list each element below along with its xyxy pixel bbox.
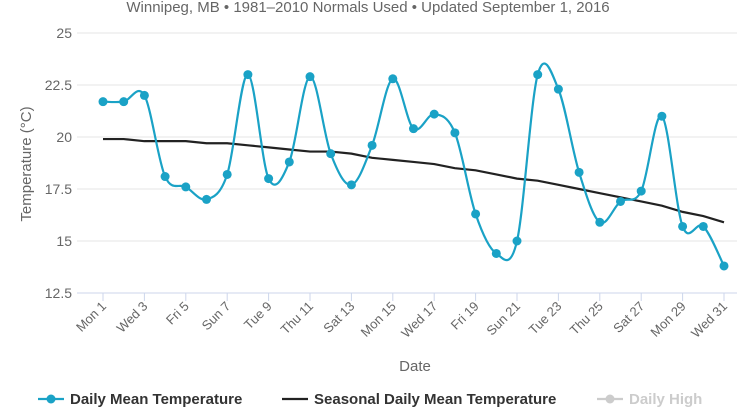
x-tick-label: Mon 29 [647,299,688,340]
legend: Daily Mean Temperature Seasonal Daily Mea… [38,391,702,408]
x-tick-label: Thu 25 [567,299,606,338]
data-point [719,261,729,271]
data-point [326,149,336,159]
x-tick-label: Wed 17 [398,299,440,341]
data-point [305,72,315,82]
data-point [678,221,688,231]
data-point [429,109,439,119]
data-point [491,248,501,258]
series-line-daily-mean [102,62,725,267]
data-point [346,180,356,190]
data-point [616,196,625,206]
x-tick-label: Mon 1 [73,299,109,335]
data-point [202,194,211,204]
grid-lines [77,32,737,294]
y-tick-label: 20 [56,129,72,145]
data-point [264,174,274,184]
data-point [139,90,149,100]
data-point [512,236,522,246]
data-point [388,74,398,84]
data-point [574,167,584,177]
x-tick-label: Sat 13 [320,299,357,336]
legend-swatch-marker [46,394,56,404]
legend-item-label: Daily High [629,391,702,408]
data-point [367,140,377,150]
x-tick-label: Sun 21 [483,299,523,339]
y-tick-label: 15 [56,233,72,249]
legend-item-label: Seasonal Daily Mean Temperature [314,391,556,408]
x-tick-label: Sun 7 [199,299,234,334]
y-tick-label: 22.5 [45,77,72,93]
legend-item-label: Daily Mean Temperature [70,391,242,408]
data-point [119,97,129,107]
y-axis-title: Temperature (°C) [18,106,35,221]
data-point [409,124,418,134]
x-axis-title: Date [399,358,431,375]
data-point [636,186,646,196]
x-tick-label: Fri 5 [163,299,192,328]
data-point [160,172,170,182]
series-line-seasonal-mean [103,137,725,224]
y-axis-ticks: 12.5 15 17.5 20 22.5 25 [45,25,72,301]
data-point [222,169,232,179]
x-tick-label: Wed 31 [688,299,730,341]
series-layer [98,62,729,271]
chart-subtitle: Winnipeg, MB • 1981–2010 Normals Used • … [126,0,609,16]
data-point [450,128,460,138]
data-point [471,209,481,219]
data-point [553,84,563,94]
x-tick-label: Tue 23 [526,299,565,338]
y-tick-label: 12.5 [45,285,72,301]
data-point [284,157,294,167]
x-tick-label: Fri 19 [448,299,482,333]
data-point [657,111,667,121]
data-point [98,97,108,107]
legend-swatch-marker [605,394,615,404]
y-tick-label: 17.5 [45,181,72,197]
data-point [698,221,708,231]
x-tick-label: Sat 27 [610,299,647,336]
data-point [243,70,253,80]
x-axis: Mon 1 Wed 3 Fri 5 Sun 7 Tue 9 Thu 11 Sat 13 Mon… [73,292,737,341]
x-tick-label: Wed 3 [114,299,151,336]
x-tick-label: Thu 11 [278,299,317,338]
data-point [181,182,191,192]
x-tick-label: Tue 9 [241,299,275,333]
y-tick-label: 25 [56,25,72,41]
data-point [533,70,543,80]
x-tick-label: Mon 15 [358,299,399,340]
data-point [595,217,605,227]
